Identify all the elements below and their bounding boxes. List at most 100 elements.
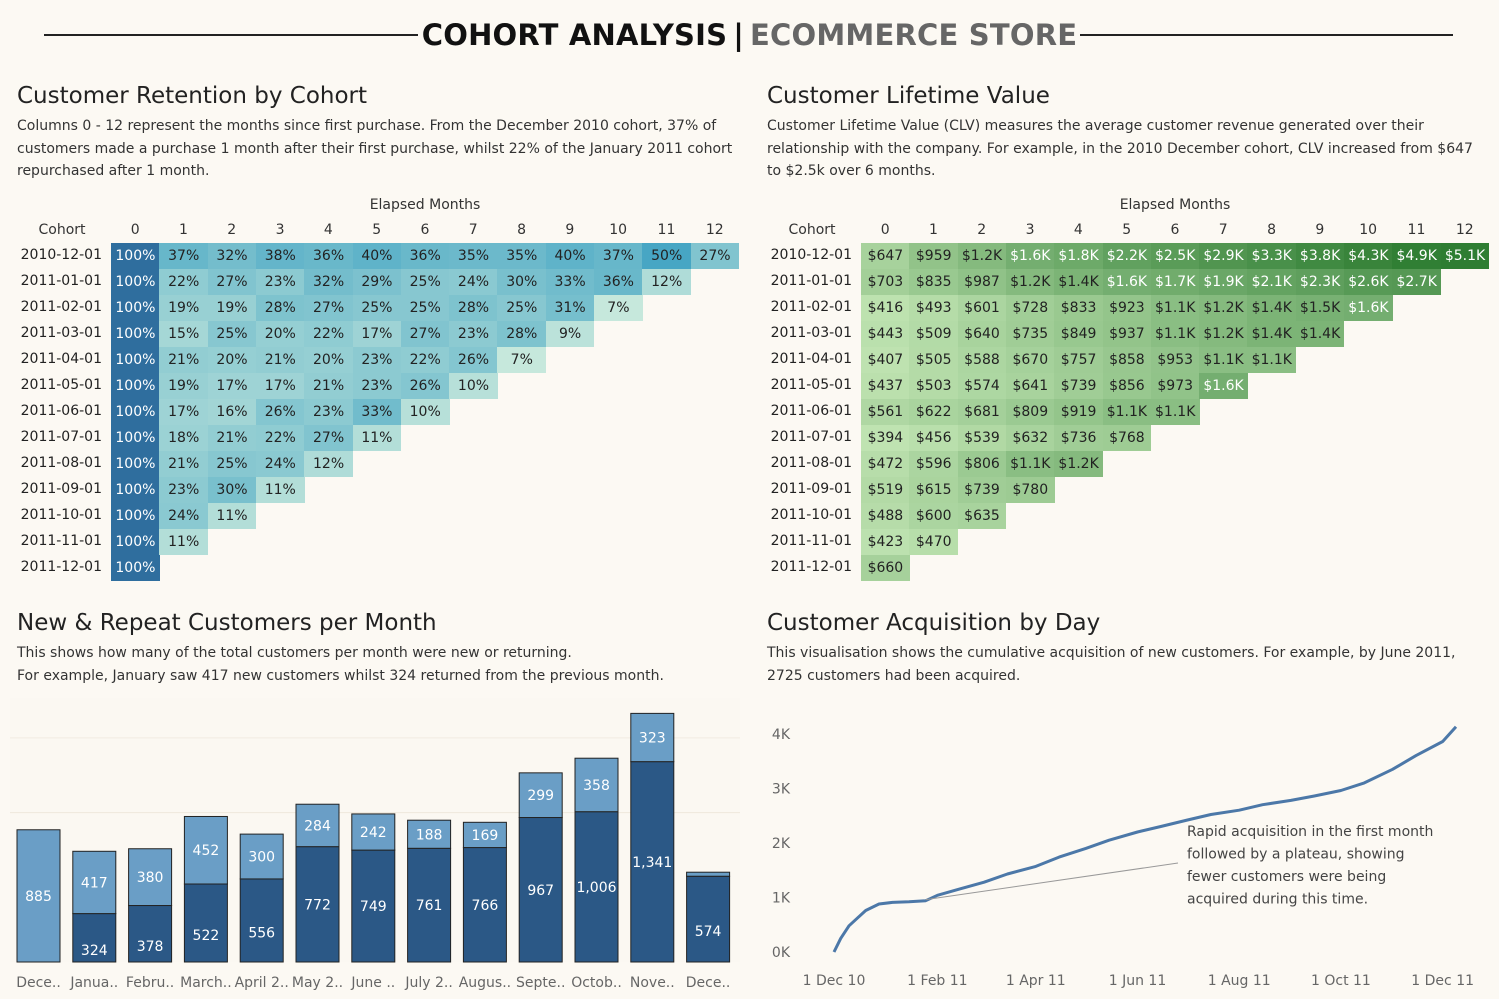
heatmap-cell: 21% [255,347,305,373]
clv-desc-line: relationship with the company. For examp… [767,140,1473,157]
bar-repeat-segment [574,811,619,963]
heatmap-cell: 27% [690,243,740,269]
heatmap-cell: $394 [861,425,910,451]
heatmap-cell: $835 [909,269,959,295]
heatmap-cell: $503 [909,373,959,399]
heatmap-cell: 19% [159,373,209,399]
heatmap-cell: 26% [400,373,450,399]
cohort-row-label: 2011-06-01 [770,403,852,419]
bar-repeat-segment [686,875,731,963]
heatmap-cell: $809 [1005,399,1055,425]
bar-category-label: Janua.. [69,975,118,991]
heatmap-cell: 7% [594,295,643,321]
heatmap-cell: 37% [159,243,209,269]
heatmap-cell: 35% [449,243,498,269]
heatmap-cell: 23% [352,373,402,399]
heatmap-cell: $937 [1102,321,1152,347]
heatmap-cell: $833 [1054,295,1103,321]
annotation-text: acquired during this time. [1187,892,1368,908]
bar-value-label: 761 [416,898,443,914]
heatmap-cell: $953 [1150,347,1200,373]
column-header: 5 [1122,222,1132,238]
heatmap-cell: 17% [352,321,402,347]
heatmap-cell: 26% [449,347,498,373]
heatmap-cell: 17% [159,399,209,425]
heatmap-cell: 100% [111,425,160,451]
x-tick-label: 1 Dec 10 [803,973,866,989]
heatmap-cell: $3.8K [1295,243,1345,269]
heatmap-cell: 12% [642,269,692,295]
bar-value-label: 188 [416,827,443,843]
bar-value-label: 885 [25,889,52,905]
column-header: 0 [880,222,890,238]
heatmap-cell: 11% [255,477,305,503]
heatmap-cell: $1.2K [1199,295,1248,321]
heatmap-cell: 100% [111,451,160,477]
acquisition-description: This visualisation shows the cumulative … [767,642,1455,687]
annotation-text: Rapid acquisition in the first month [1187,824,1433,840]
cohort-row-label: 2011-12-01 [20,559,102,575]
heatmap-cell: $1.1K [1150,295,1200,321]
bar-new-segment [295,803,340,848]
bar-repeat-segment [407,847,452,963]
heatmap-cell: 23% [255,269,305,295]
heatmap-cell: $4.3K [1344,243,1393,269]
heatmap-cell: 100% [111,503,160,529]
cohort-row-label: 2011-03-01 [20,325,102,341]
heatmap-cell: $640 [957,321,1007,347]
heatmap-cell: 17% [207,373,257,399]
heatmap-cell: 23% [352,347,402,373]
cohort-row-label: 2011-02-01 [20,299,102,315]
heatmap-cell: 24% [159,503,209,529]
heatmap-cell: 32% [304,269,353,295]
heatmap-cell: 28% [497,321,547,347]
heatmap-cell: $1.6K [1102,269,1152,295]
heatmap-cell: 25% [207,451,257,477]
bar-value-label: 299 [527,788,554,804]
heatmap-cell: $539 [957,425,1007,451]
bar-category-label: Augus.. [459,975,511,991]
heatmap-cell: 12% [304,451,353,477]
heatmap-cell: $1.2K [1199,321,1248,347]
heatmap-cell: 36% [304,243,353,269]
retention-desc-line: repurchased after 1 month. [17,163,210,179]
heatmap-cell: $1.2K [957,243,1007,269]
heatmap-cell: 100% [111,477,160,503]
bar-value-label: 1,341 [632,855,672,871]
heatmap-cell: 17% [255,373,305,399]
heatmap-cell: $735 [1005,321,1055,347]
x-tick-label: 1 Oct 11 [1311,973,1371,989]
heatmap-cell: $1.1K [1102,399,1152,425]
heatmap-cell: $987 [957,269,1007,295]
bar-value-label: 324 [81,943,108,959]
bar-new-segment [630,712,675,763]
heatmap-cell: 22% [255,425,305,451]
bar-value-label: 358 [583,778,610,794]
heatmap-cell: $600 [909,503,959,529]
newrepeat-desc-line: For example, January saw 417 new custome… [17,667,664,684]
title-main: COHORT ANALYSIS [421,18,728,52]
retention-cohort-label: Cohort [38,222,86,238]
bar-new-segment [518,772,563,819]
heatmap-cell: $2.1K [1247,269,1297,295]
heatmap-cell: 36% [400,243,450,269]
cohort-row-label: 2011-10-01 [770,507,852,523]
heatmap-cell: 100% [111,347,160,373]
heatmap-cell: $1.8K [1054,243,1103,269]
column-header: 5 [372,222,382,238]
bar-category-label: Septe.. [516,975,565,991]
heatmap-cell: $561 [861,399,910,425]
bar-value-label: 766 [472,898,499,914]
cohort-row-label: 2011-05-01 [20,377,102,393]
heatmap-cell: $601 [957,295,1007,321]
heatmap-cell: $739 [1054,373,1103,399]
clv-heatmap: Elapsed Months Cohort 0 1 2 3 4 5 6 7 8 9 10 11 12 20… [750,195,1495,585]
cohort-row-label: 2011-07-01 [770,429,852,445]
title-separator: | [733,18,744,52]
heatmap-cell: $416 [861,295,910,321]
cohort-row-label: 2011-10-01 [20,507,102,523]
heatmap-cell: $2.9K [1199,243,1248,269]
cohort-row-label: 2010-12-01 [770,247,852,263]
bar-value-label: 417 [81,875,108,891]
heatmap-cell: 31% [545,295,595,321]
